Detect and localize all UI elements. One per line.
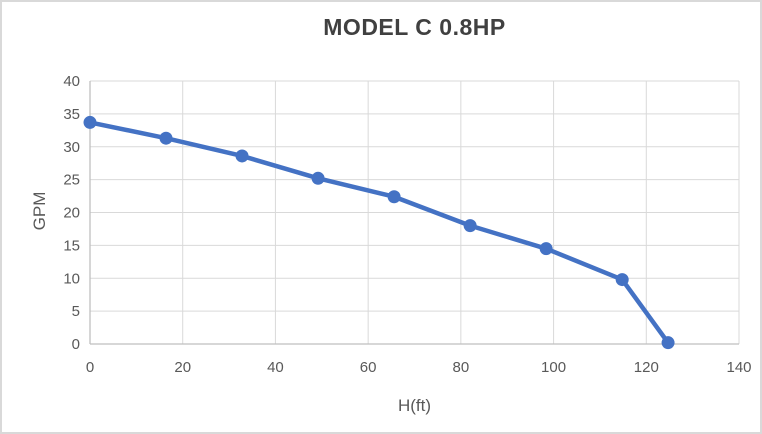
- chart-title: MODEL C 0.8HP: [323, 14, 506, 40]
- data-point-marker: [661, 336, 675, 350]
- x-axis-title: H(ft): [397, 396, 432, 415]
- y-tick-label: 0: [72, 336, 80, 353]
- data-point-marker: [387, 190, 401, 204]
- data-point-marker: [539, 242, 553, 256]
- x-tick-label: 40: [267, 359, 284, 376]
- y-tick-label: 40: [63, 73, 80, 90]
- x-tick-label: 60: [360, 359, 377, 376]
- y-tick-label: 20: [63, 205, 80, 222]
- x-tick-label: 0: [86, 359, 94, 376]
- x-tick-label: 140: [726, 359, 751, 376]
- data-point-marker: [83, 115, 97, 129]
- data-point-marker: [159, 131, 173, 145]
- y-tick-label: 25: [63, 172, 80, 189]
- y-tick-label: 35: [63, 106, 80, 123]
- y-tick-label: 30: [63, 139, 80, 156]
- x-tick-label: 20: [174, 359, 191, 376]
- x-tick-label: 100: [541, 359, 566, 376]
- x-tick-label: 80: [453, 359, 470, 376]
- y-tick-label: 10: [63, 270, 80, 287]
- data-point-marker: [463, 219, 477, 233]
- y-tick-label: 15: [63, 237, 80, 254]
- data-point-marker: [615, 273, 629, 287]
- data-point-marker: [235, 149, 249, 163]
- y-tick-label: 5: [72, 303, 80, 320]
- data-point-marker: [311, 171, 325, 185]
- x-tick-label: 120: [634, 359, 659, 376]
- series-line: [87, 120, 671, 345]
